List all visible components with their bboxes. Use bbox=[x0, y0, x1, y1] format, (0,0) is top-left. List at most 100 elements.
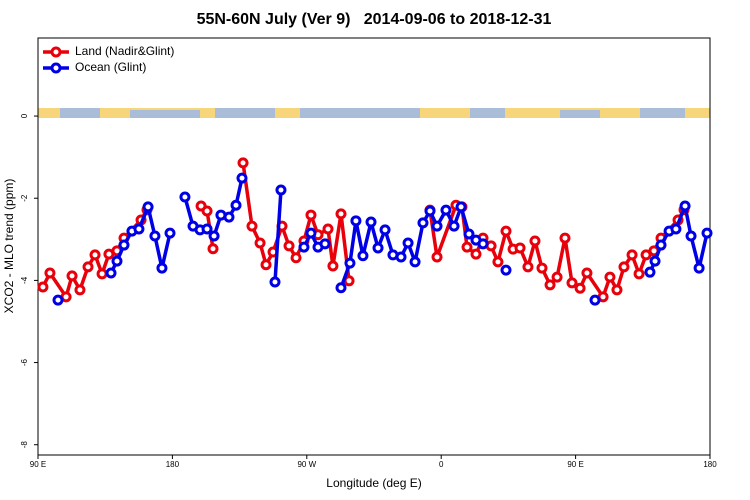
data-point bbox=[322, 223, 334, 235]
data-point bbox=[424, 205, 436, 217]
x-tick-label: 180 bbox=[703, 460, 717, 469]
data-point bbox=[693, 262, 705, 274]
x-tick-label: 90 W bbox=[297, 460, 316, 469]
data-point bbox=[685, 230, 697, 242]
data-point bbox=[142, 201, 154, 213]
data-point bbox=[589, 294, 601, 306]
data-point bbox=[298, 241, 310, 253]
data-point bbox=[500, 264, 512, 276]
data-point bbox=[463, 228, 475, 240]
data-point bbox=[522, 261, 534, 273]
data-point bbox=[237, 157, 249, 169]
data-point bbox=[559, 232, 571, 244]
data-point bbox=[448, 220, 460, 232]
data-point bbox=[283, 240, 295, 252]
data-point bbox=[149, 230, 161, 242]
data-point bbox=[581, 267, 593, 279]
data-point bbox=[44, 267, 56, 279]
y-tick-label: -4 bbox=[20, 276, 29, 284]
data-point bbox=[230, 199, 242, 211]
y-tick-label: -8 bbox=[20, 441, 29, 449]
data-point bbox=[477, 238, 489, 250]
data-point bbox=[417, 217, 429, 229]
data-point bbox=[254, 237, 266, 249]
data-point bbox=[319, 238, 331, 250]
data-point bbox=[574, 282, 586, 294]
data-point bbox=[544, 279, 556, 291]
y-tick-label: -6 bbox=[20, 358, 29, 366]
data-point bbox=[701, 227, 713, 239]
plot-frame bbox=[37, 37, 711, 456]
data-point bbox=[679, 200, 691, 212]
data-point bbox=[626, 249, 638, 261]
data-point bbox=[201, 205, 213, 217]
map-strip bbox=[38, 108, 710, 118]
legend-marker bbox=[50, 62, 62, 74]
data-point bbox=[179, 191, 191, 203]
data-point bbox=[335, 208, 347, 220]
data-point bbox=[655, 239, 667, 251]
y-tick-label: -2 bbox=[20, 194, 29, 202]
data-point bbox=[105, 267, 117, 279]
data-point bbox=[260, 259, 272, 271]
data-point bbox=[402, 237, 414, 249]
data-point bbox=[275, 184, 287, 196]
data-point bbox=[246, 220, 258, 232]
chart-title: 55N-60N July (Ver 9) 2014-09-06 to 2018-… bbox=[197, 11, 552, 28]
data-point bbox=[566, 277, 578, 289]
data-point bbox=[409, 256, 421, 268]
x-tick-label: 0 bbox=[439, 460, 444, 469]
legend-label: Land (Nadir&Glint) bbox=[75, 44, 174, 58]
x-axis-label: Longitude (deg E) bbox=[326, 476, 421, 490]
data-point bbox=[89, 249, 101, 261]
data-point bbox=[96, 268, 108, 280]
data-point bbox=[335, 282, 347, 294]
data-point bbox=[644, 266, 656, 278]
data-point bbox=[357, 250, 369, 262]
data-point bbox=[208, 230, 220, 242]
data-point bbox=[455, 201, 467, 213]
data-point bbox=[66, 270, 78, 282]
data-point bbox=[604, 271, 616, 283]
data-point bbox=[536, 262, 548, 274]
data-point bbox=[431, 251, 443, 263]
data-point bbox=[618, 261, 630, 273]
data-point bbox=[640, 249, 652, 261]
data-point bbox=[670, 223, 682, 235]
data-point bbox=[133, 223, 145, 235]
data-point bbox=[74, 284, 86, 296]
data-point bbox=[305, 227, 317, 239]
data-point bbox=[514, 242, 526, 254]
data-point bbox=[633, 268, 645, 280]
data-point bbox=[236, 172, 248, 184]
data-point bbox=[529, 235, 541, 247]
data-point bbox=[156, 262, 168, 274]
data-point bbox=[551, 271, 563, 283]
data-point bbox=[344, 257, 356, 269]
data-point bbox=[305, 209, 317, 221]
data-point bbox=[118, 239, 130, 251]
data-point bbox=[492, 256, 504, 268]
x-tick-label: 90 E bbox=[567, 460, 583, 469]
data-point bbox=[327, 260, 339, 272]
data-point bbox=[37, 281, 49, 293]
data-point bbox=[440, 204, 452, 216]
data-point bbox=[379, 224, 391, 236]
data-point bbox=[431, 220, 443, 232]
data-point bbox=[111, 255, 123, 267]
data-point bbox=[52, 294, 64, 306]
data-point bbox=[82, 261, 94, 273]
y-axis-label: XCO2 - MLO trend (ppm) bbox=[2, 179, 16, 314]
data-point bbox=[395, 251, 407, 263]
data-point bbox=[201, 223, 213, 235]
data-point bbox=[372, 242, 384, 254]
data-point bbox=[269, 276, 281, 288]
data-point bbox=[223, 211, 235, 223]
data-point bbox=[500, 225, 512, 237]
data-point bbox=[611, 284, 623, 296]
legend-label: Ocean (Glint) bbox=[75, 60, 146, 74]
data-point bbox=[207, 243, 219, 255]
data-point bbox=[461, 241, 473, 253]
data-point bbox=[365, 216, 377, 228]
